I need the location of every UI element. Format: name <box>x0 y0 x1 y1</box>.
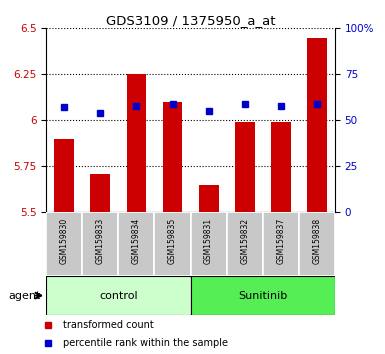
Text: Sunitinib: Sunitinib <box>238 291 287 301</box>
Bar <box>299 212 335 276</box>
Text: GSM159830: GSM159830 <box>60 217 69 264</box>
Bar <box>54 139 74 212</box>
Bar <box>307 38 327 212</box>
Text: GSM159837: GSM159837 <box>276 217 285 264</box>
Bar <box>46 212 82 276</box>
Bar <box>191 276 335 315</box>
Text: GSM159831: GSM159831 <box>204 217 213 264</box>
Bar <box>162 102 182 212</box>
Text: GSM159832: GSM159832 <box>240 217 249 264</box>
Text: transformed count: transformed count <box>63 320 154 330</box>
Bar <box>263 212 299 276</box>
Bar <box>82 212 119 276</box>
Text: GSM159835: GSM159835 <box>168 217 177 264</box>
Title: GDS3109 / 1375950_a_at: GDS3109 / 1375950_a_at <box>106 14 275 27</box>
Text: control: control <box>99 291 138 301</box>
Bar <box>46 276 191 315</box>
Text: GSM159834: GSM159834 <box>132 217 141 264</box>
Text: agent: agent <box>8 291 41 301</box>
Bar <box>90 174 110 212</box>
Bar <box>154 212 191 276</box>
Bar <box>271 122 291 212</box>
Text: percentile rank within the sample: percentile rank within the sample <box>63 338 228 348</box>
Bar <box>227 212 263 276</box>
Bar <box>235 122 254 212</box>
Text: GSM159838: GSM159838 <box>312 217 321 264</box>
Bar <box>191 212 227 276</box>
Text: GSM159833: GSM159833 <box>96 217 105 264</box>
Bar <box>119 212 154 276</box>
Bar <box>199 185 219 212</box>
Bar <box>127 74 146 212</box>
